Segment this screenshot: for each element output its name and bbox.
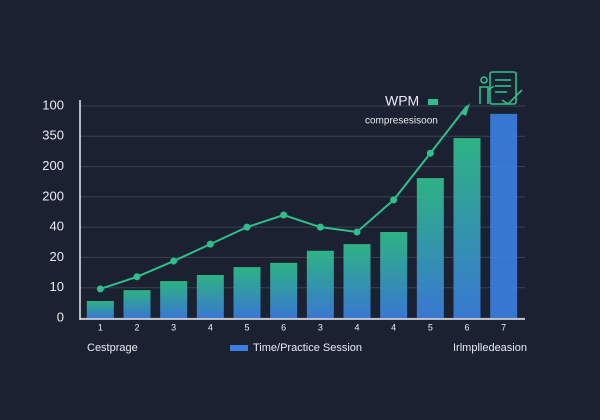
line-point <box>316 223 324 231</box>
line-point <box>206 240 214 248</box>
legend-label: WPM <box>385 93 419 109</box>
legend-swatch <box>230 345 248 351</box>
line-point <box>243 223 251 231</box>
bar <box>270 262 298 318</box>
x-tick-label: 1 <box>98 322 103 332</box>
x-tick-label: 3 <box>171 322 176 332</box>
bar <box>233 267 261 318</box>
bar <box>86 301 114 318</box>
legend-swatch <box>428 99 438 105</box>
bar <box>453 138 481 318</box>
arrow-head <box>460 103 470 116</box>
x-tick-label: 6 <box>281 322 286 332</box>
line-point <box>390 196 398 204</box>
report-icon <box>479 71 523 106</box>
bar <box>490 113 518 318</box>
line-point <box>280 211 288 219</box>
y-tick-label: 350 <box>42 128 64 143</box>
line-point <box>133 273 141 281</box>
annotation: Cestprage <box>87 342 138 354</box>
x-tick-label: 7 <box>501 322 506 332</box>
legend-label: Time/Practice Session <box>253 342 362 354</box>
bar <box>160 281 188 318</box>
line-point <box>426 149 434 157</box>
y-tick-label: 10 <box>50 279 64 294</box>
line-point <box>96 285 104 293</box>
x-tick-label: 6 <box>464 322 469 332</box>
x-tick-label: 2 <box>134 322 139 332</box>
bar <box>123 290 151 318</box>
x-tick-label: 4 <box>391 322 396 332</box>
annotation: compresesisoon <box>365 116 438 127</box>
y-tick-label: 0 <box>57 309 64 324</box>
y-tick-label: 40 <box>50 219 64 234</box>
bar <box>196 274 224 318</box>
y-tick-label: 100 <box>42 97 64 112</box>
x-tick-label: 4 <box>354 322 359 332</box>
annotation: Irlmplledeasion <box>453 342 527 354</box>
line-point <box>353 228 361 236</box>
bar <box>380 231 408 318</box>
y-tick-label: 20 <box>50 249 64 264</box>
line-point <box>170 257 178 265</box>
y-tick-label: 200 <box>42 188 64 203</box>
x-tick-label: 3 <box>318 322 323 332</box>
x-tick-label: 5 <box>244 322 249 332</box>
bar <box>343 244 371 318</box>
x-tick-label: 5 <box>428 322 433 332</box>
x-tick-label: 4 <box>208 322 213 332</box>
y-tick-label: 200 <box>42 158 64 173</box>
bar <box>416 178 444 318</box>
bar <box>306 250 334 318</box>
